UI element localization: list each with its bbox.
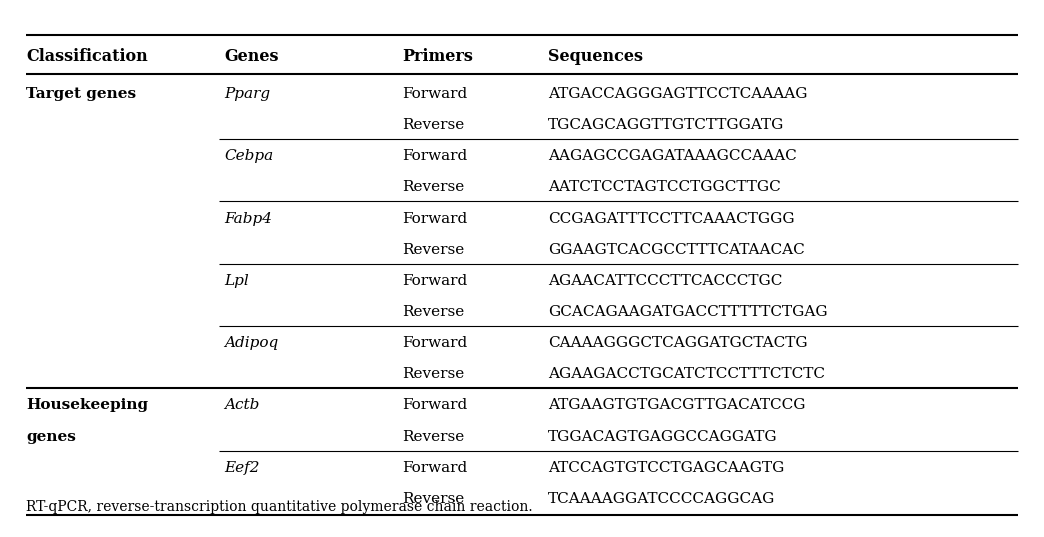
Text: Forward: Forward — [402, 274, 467, 288]
Text: Reverse: Reverse — [402, 305, 465, 319]
Text: Primers: Primers — [402, 48, 473, 65]
Text: Cebpa: Cebpa — [224, 149, 274, 163]
Text: Forward: Forward — [402, 212, 467, 226]
Text: TGCAGCAGGTTGTCTTGGATG: TGCAGCAGGTTGTCTTGGATG — [548, 118, 784, 132]
Text: Target genes: Target genes — [26, 87, 136, 101]
Text: Pparg: Pparg — [224, 87, 270, 101]
Text: Forward: Forward — [402, 398, 467, 412]
Text: Forward: Forward — [402, 461, 467, 475]
Text: Sequences: Sequences — [548, 48, 643, 65]
Text: ATGAAGTGTGACGTTGACATCCG: ATGAAGTGTGACGTTGACATCCG — [548, 398, 806, 412]
Text: CCGAGATTTCCTTCAAACTGGG: CCGAGATTTCCTTCAAACTGGG — [548, 212, 794, 226]
Text: Forward: Forward — [402, 149, 467, 163]
Text: RT-qPCR, reverse-transcription quantitative polymerase chain reaction.: RT-qPCR, reverse-transcription quantitat… — [26, 500, 532, 514]
Text: AGAACATTCCCTTCACCCTGC: AGAACATTCCCTTCACCCTGC — [548, 274, 782, 288]
Text: Forward: Forward — [402, 336, 467, 350]
Text: genes: genes — [26, 430, 76, 444]
Text: TCAAAAGGATCCCCAGGCAG: TCAAAAGGATCCCCAGGCAG — [548, 492, 776, 506]
Text: TGGACAGTGAGGCCAGGATG: TGGACAGTGAGGCCAGGATG — [548, 430, 778, 444]
Text: AAGAGCCGAGATAAAGCCAAAC: AAGAGCCGAGATAAAGCCAAAC — [548, 149, 797, 163]
Text: Actb: Actb — [224, 398, 260, 412]
Text: Genes: Genes — [224, 48, 279, 65]
Text: GGAAGTCACGCCTTTCATAACAC: GGAAGTCACGCCTTTCATAACAC — [548, 243, 805, 257]
Text: Eef2: Eef2 — [224, 461, 260, 475]
Text: AATCTCCTAGTCCTGGCTTGC: AATCTCCTAGTCCTGGCTTGC — [548, 180, 781, 194]
Text: Classification: Classification — [26, 48, 148, 65]
Text: Housekeeping: Housekeeping — [26, 398, 148, 412]
Text: Reverse: Reverse — [402, 118, 465, 132]
Text: CAAAAGGGCTCAGGATGCTACTG: CAAAAGGGCTCAGGATGCTACTG — [548, 336, 808, 350]
Text: Reverse: Reverse — [402, 492, 465, 506]
Text: Adipoq: Adipoq — [224, 336, 279, 350]
Text: Reverse: Reverse — [402, 430, 465, 444]
Text: ATGACCAGGGAGTTCCTCAAAAG: ATGACCAGGGAGTTCCTCAAAAG — [548, 87, 808, 101]
Text: Lpl: Lpl — [224, 274, 250, 288]
Text: ATCCAGTGTCCTGAGCAAGTG: ATCCAGTGTCCTGAGCAAGTG — [548, 461, 784, 475]
Text: AGAAGACCTGCATCTCCTTTCTCTC: AGAAGACCTGCATCTCCTTTCTCTC — [548, 367, 825, 381]
Text: Reverse: Reverse — [402, 180, 465, 194]
Text: Forward: Forward — [402, 87, 467, 101]
Text: Reverse: Reverse — [402, 243, 465, 257]
Text: Fabp4: Fabp4 — [224, 212, 272, 226]
Text: GCACAGAAGATGACCTTTTTCTGAG: GCACAGAAGATGACCTTTTTCTGAG — [548, 305, 828, 319]
Text: Reverse: Reverse — [402, 367, 465, 381]
